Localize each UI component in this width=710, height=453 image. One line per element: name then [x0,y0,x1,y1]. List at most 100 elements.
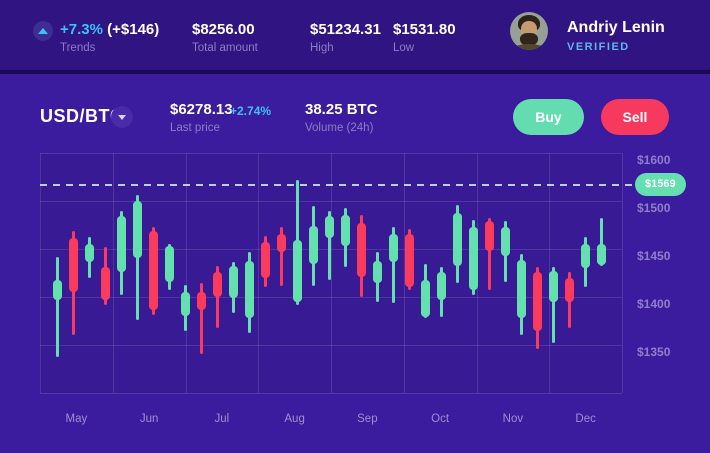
gridline-vertical [258,153,260,393]
candle-body [52,279,62,300]
last-price-value: $6278.13 [170,101,233,118]
candle-wick [199,282,203,354]
candle-body [244,260,254,319]
candle-body [404,233,414,288]
price-axis: $1600 $1500 $1450 $1400 $1350 [637,153,697,393]
candle-body [516,259,526,319]
month-axis-label: May [65,413,88,425]
candle-body [116,216,126,273]
candle-body [388,233,398,263]
candle-body [484,221,494,251]
gridline-vertical [112,153,114,393]
gridline-horizontal [40,201,622,202]
candle-wick [327,210,331,280]
candle-body [564,277,574,302]
price-axis-label: $1450 [637,249,671,263]
trend-delta: (+$146) [107,21,160,38]
user-name: Andriy Lenin [567,19,665,36]
candle-body [452,213,462,267]
triangle-up-icon [38,28,48,34]
candlestick-chart: $1569 [40,153,686,394]
candle-wick [215,266,219,328]
total-amount-label: Total amount [192,42,258,54]
gridline-vertical [40,153,41,393]
avatar-beard [520,33,538,46]
gridline-horizontal [40,297,622,298]
pair-dropdown-button[interactable] [111,106,133,128]
top-bar: +7.3% (+$146) Trends $8256.00 Total amou… [0,0,710,74]
candle-wick [391,226,395,303]
candle-body [180,292,190,317]
threshold-badge: $1569 [635,173,686,196]
candle-body [308,225,318,265]
pair-title: USD/BTC [40,106,124,126]
candle-body [372,261,382,283]
candle-body [148,230,158,311]
candle-body [596,244,606,266]
price-axis-label: $1500 [637,201,671,215]
gridline-horizontal [40,249,622,250]
price-axis-label: $1600 [637,153,671,167]
candle-wick [551,267,555,344]
candle-body [228,266,238,298]
month-axis-label: Aug [284,413,305,425]
gridline-vertical [331,153,332,393]
candle-body [468,226,478,291]
total-amount-value: $8256.00 [192,21,255,38]
candle-body [84,244,94,263]
month-axis: May Jun Jul Aug Sep Oct Nov Dec [40,413,622,433]
avatar[interactable] [510,12,548,50]
verified-badge: VERIFIED [567,41,630,53]
candle-body [292,240,302,302]
candle-body [324,216,334,239]
month-axis-label: Dec [575,413,596,425]
candle-body [340,215,350,247]
chevron-down-icon [118,115,126,120]
candle-body [500,226,510,256]
sell-button[interactable]: Sell [601,99,669,135]
high-label: High [310,42,334,54]
candle-body [580,244,590,269]
price-axis-label: $1350 [637,345,671,359]
candle-body [356,223,366,277]
low-value: $1531.80 [393,21,456,38]
high-value: $51234.31 [310,21,381,38]
candle-wick [487,218,491,291]
low-label: Low [393,42,415,54]
gridline-horizontal [40,393,622,394]
candle-body [132,201,142,258]
candle-body [548,271,558,302]
volume-value: 38.25 BTC [305,101,378,118]
candle-wick [599,218,603,267]
candle-body [164,246,174,282]
candle-body [196,292,206,311]
month-axis-label: Nov [502,413,524,425]
candle-body [436,272,446,300]
month-axis-label: Jun [139,413,159,425]
last-price-change: +2.74% [230,104,272,118]
candle-body [212,272,222,297]
threshold-dashed-line [40,184,636,186]
trend-percent: +7.3% [60,21,103,38]
gridline-vertical [185,153,187,393]
last-price-label: Last price [170,122,220,134]
gridline-horizontal [40,153,622,154]
gridline-vertical [403,153,405,393]
trend-value: +7.3% (+$146) [60,21,159,38]
candle-body [100,267,110,300]
candle-body [276,233,286,252]
trend-label: Trends [60,42,96,54]
buy-button[interactable]: Buy [513,99,584,135]
trend-indicator-chip [33,21,53,41]
price-axis-label: $1400 [637,297,671,311]
gridline-horizontal [40,345,622,346]
month-axis-label: Sep [357,413,378,425]
month-axis-label: Oct [431,413,450,425]
volume-label: Volume (24h) [305,122,374,134]
candle-body [532,272,542,331]
candle-wick [55,256,59,357]
candle-body [68,238,78,293]
candle-wick [279,226,283,287]
candle-body [420,279,430,318]
avatar-torso [513,44,545,50]
